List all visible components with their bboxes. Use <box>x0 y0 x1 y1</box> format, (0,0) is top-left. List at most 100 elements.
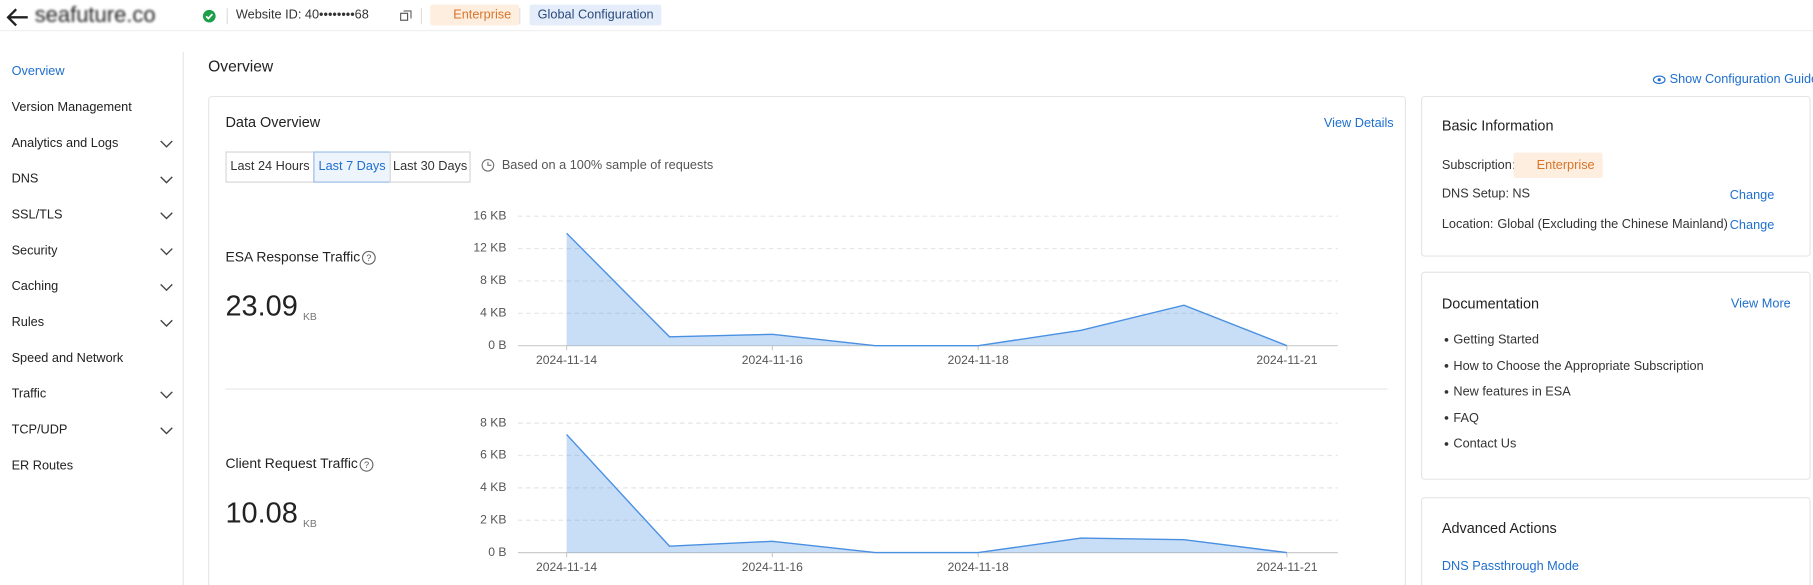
sidebar-item[interactable]: Speed and Network <box>11 351 124 366</box>
y-tick-label: 0 B <box>488 545 506 559</box>
metric-unit: KB <box>302 517 317 530</box>
x-tick-label: 2024-11-21 <box>1256 560 1317 574</box>
doc-link[interactable]: Contact Us <box>1453 437 1517 451</box>
info-label: Subscription: <box>1441 158 1516 173</box>
bullet <box>1444 338 1449 342</box>
card-title: Basic Information <box>1441 117 1554 135</box>
change-link[interactable]: Change <box>1729 188 1775 203</box>
sidebar-item[interactable]: Traffic <box>11 387 47 402</box>
area-line <box>566 232 1288 347</box>
area-line <box>566 433 1287 554</box>
bullet <box>1444 416 1449 420</box>
metric-value: 23.09 <box>225 290 298 323</box>
website-id: Website ID: 40••••••••68 <box>235 8 369 22</box>
y-tick-label: 12 KB <box>473 241 506 255</box>
basic-info-card <box>1421 95 1811 257</box>
copy-icon[interactable] <box>400 10 412 22</box>
sidebar-item[interactable]: Overview <box>11 64 65 79</box>
sidebar-item[interactable]: Rules <box>11 315 45 330</box>
info-label: Location: <box>1441 217 1494 232</box>
clock-icon <box>481 158 495 172</box>
chevron <box>160 248 173 256</box>
range-button[interactable]: Last 24 Hours <box>225 151 315 183</box>
chevron <box>160 391 173 399</box>
x-tick-label: 2024-11-16 <box>742 560 803 574</box>
x-tick-label: 2024-11-16 <box>742 353 803 367</box>
sidebar-item[interactable]: Version Management <box>11 100 132 115</box>
y-tick-label: 16 KB <box>473 208 506 222</box>
clock-icon <box>487 161 492 166</box>
doc-link[interactable]: New features in ESA <box>1453 384 1571 399</box>
y-tick-label: 2 KB <box>480 512 506 526</box>
y-tick-label: 8 KB <box>480 415 506 429</box>
help-icon-mark: ? <box>364 460 369 470</box>
sidebar-item[interactable]: Caching <box>11 279 59 294</box>
sidebar-border <box>182 52 184 585</box>
y-tick-label: 6 KB <box>480 448 506 462</box>
separator <box>519 8 521 25</box>
sidebar-item[interactable]: ER Routes <box>11 458 74 473</box>
y-tick-label: 8 KB <box>480 273 506 287</box>
sidebar-item[interactable]: Security <box>11 243 58 258</box>
bullet <box>1444 364 1449 368</box>
area-fill <box>566 233 1287 346</box>
plan-badge: Enterprise <box>430 4 520 26</box>
header-border <box>0 30 1813 32</box>
card-title: Data Overview <box>225 114 321 131</box>
x-tick-label: 2024-11-18 <box>948 353 1009 367</box>
info-value: NS <box>1512 187 1531 202</box>
status-icon <box>202 9 216 23</box>
help-icon <box>361 250 376 265</box>
chevron <box>160 212 173 220</box>
chevron <box>160 140 173 148</box>
sidebar-item[interactable]: Analytics and Logs <box>11 136 119 151</box>
sample-note: Based on a 100% sample of requests <box>501 158 714 173</box>
metric-value: 10.08 <box>225 497 298 530</box>
y-tick-label: 4 KB <box>480 306 506 320</box>
range-button[interactable]: Last 7 Days <box>313 151 391 183</box>
chevron <box>160 283 173 292</box>
range-button[interactable]: Last 30 Days <box>389 151 471 183</box>
metric-unit: KB <box>302 310 317 323</box>
sidebar-item[interactable]: SSL/TLS <box>11 208 63 222</box>
change-link[interactable]: Change <box>1729 218 1775 233</box>
doc-link[interactable]: How to Choose the Appropriate Subscripti… <box>1453 358 1704 373</box>
view-details[interactable]: View Details <box>1323 116 1394 131</box>
view-more[interactable]: View More <box>1730 297 1791 311</box>
sidebar-item[interactable]: DNS <box>11 172 39 187</box>
card-title: Documentation <box>1441 295 1540 313</box>
advanced-link[interactable]: DNS Passthrough Mode <box>1441 559 1580 574</box>
card-title: Advanced Actions <box>1441 520 1557 537</box>
help-icon <box>359 457 374 472</box>
x-tick-label: 2024-11-21 <box>1256 353 1317 367</box>
chevron <box>160 427 173 435</box>
site-name: seafuture.co <box>34 3 156 28</box>
plan-badge: Enterprise <box>1513 152 1603 179</box>
chevron <box>160 319 173 328</box>
guide-link[interactable]: Show Configuration Guide <box>1669 72 1813 87</box>
info-value: Global (Excluding the Chinese Mainland) <box>1497 217 1728 232</box>
separator <box>420 8 423 25</box>
area-fill <box>566 434 1287 553</box>
x-tick-label: 2024-11-14 <box>536 353 597 367</box>
x-tick-label: 2024-11-14 <box>536 560 597 574</box>
x-tick-label: 2024-11-18 <box>948 560 1009 574</box>
documentation-card <box>1421 271 1811 480</box>
sidebar-item[interactable]: TCP/UDP <box>11 423 68 438</box>
doc-link[interactable]: FAQ <box>1453 410 1479 425</box>
bullet <box>1444 442 1449 446</box>
back-arrow[interactable] <box>5 6 30 29</box>
y-tick-label: 4 KB <box>480 480 506 494</box>
y-tick-label: 0 B <box>488 338 506 352</box>
advanced-card <box>1421 497 1811 585</box>
page-title: Overview <box>208 57 274 76</box>
eye-icon <box>1657 78 1661 82</box>
metric-title: ESA Response Traffic <box>225 248 361 265</box>
config-badge: Global Configuration <box>529 4 662 26</box>
separator <box>226 8 228 25</box>
divider <box>225 388 1388 390</box>
doc-link[interactable]: Getting Started <box>1453 332 1539 347</box>
